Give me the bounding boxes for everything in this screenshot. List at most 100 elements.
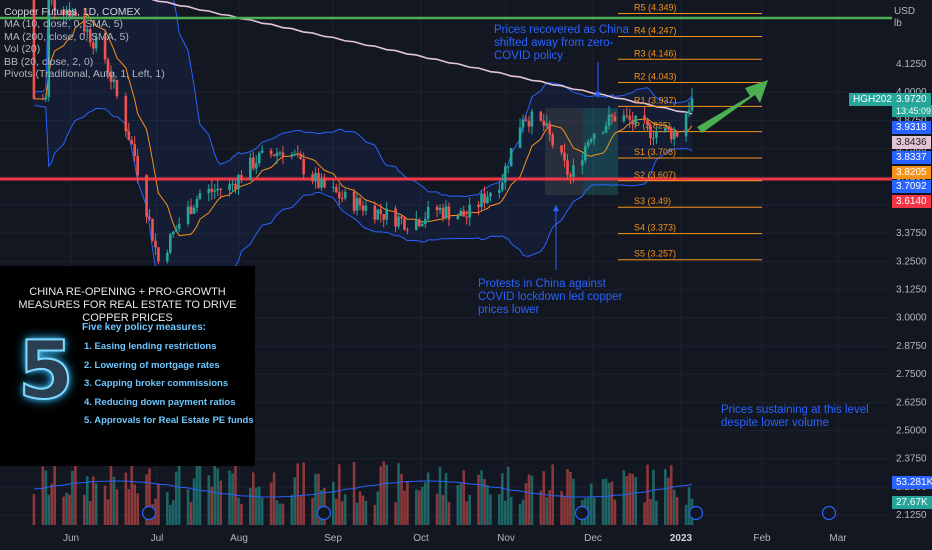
policy-item: 2. Lowering of mortgage rates bbox=[84, 359, 220, 371]
y-tick-label: 4.0000 bbox=[896, 87, 927, 98]
policy-list: 1. Easing lending restrictions 2. Loweri… bbox=[84, 338, 254, 431]
volume-bar bbox=[358, 491, 362, 525]
y-tick-label: 3.2500 bbox=[896, 256, 927, 267]
volume-bar bbox=[423, 482, 427, 525]
pivot-box-prior bbox=[545, 108, 583, 195]
candle-body bbox=[340, 198, 344, 200]
unit-label: lb bbox=[894, 18, 902, 29]
volume-bar bbox=[234, 461, 237, 525]
recovered-arrow-head bbox=[594, 91, 602, 98]
candle-body bbox=[130, 140, 134, 145]
candle-body bbox=[299, 154, 303, 160]
candle-body bbox=[88, 29, 92, 43]
volume-bar bbox=[601, 479, 605, 525]
candle-body bbox=[607, 114, 611, 126]
candle-body bbox=[444, 206, 448, 218]
volume-bar bbox=[634, 476, 637, 525]
volume-bar bbox=[133, 484, 137, 525]
candle-body bbox=[527, 120, 531, 127]
candle-body bbox=[91, 42, 95, 49]
candle-body bbox=[145, 175, 148, 217]
volume-bar bbox=[539, 490, 543, 525]
volume-bar bbox=[486, 485, 489, 525]
candle-body bbox=[260, 150, 264, 153]
candle-body bbox=[551, 134, 554, 146]
candle-body bbox=[317, 172, 320, 188]
event-marker-icon bbox=[821, 505, 837, 521]
volume-bar bbox=[545, 497, 549, 525]
pivot-label: R3 (4.146) bbox=[634, 48, 677, 58]
candle-body bbox=[420, 223, 424, 227]
candle-body bbox=[423, 218, 427, 224]
volume-bar bbox=[631, 473, 635, 525]
volume-bar bbox=[444, 472, 448, 525]
candle-body bbox=[622, 115, 626, 122]
volume-bar bbox=[47, 494, 51, 525]
indicator-legend: Copper Futures, 1D, COMEX MA (10, close,… bbox=[4, 6, 165, 80]
candle-body bbox=[240, 175, 243, 181]
candle-body bbox=[477, 204, 480, 208]
candle-body bbox=[106, 59, 110, 73]
volume-bar bbox=[171, 500, 175, 525]
volume-bar bbox=[551, 464, 554, 525]
volume-bar bbox=[420, 486, 424, 525]
candle-body bbox=[530, 111, 534, 127]
volume-tag-2: 27.67K bbox=[892, 496, 932, 509]
candle-body bbox=[41, 98, 45, 100]
candle-body bbox=[509, 148, 513, 167]
candle-body bbox=[506, 166, 510, 168]
volume-bar bbox=[231, 473, 234, 525]
volume-bar bbox=[127, 489, 131, 525]
volume-bar bbox=[317, 473, 320, 525]
candle-body bbox=[257, 152, 261, 164]
legend-bb: BB (20, close, 2, 0) bbox=[4, 55, 94, 68]
bb-upper-line bbox=[33, 0, 693, 197]
infobox-big-number: 5 bbox=[17, 323, 75, 418]
volume-bar bbox=[373, 504, 377, 525]
volume-bar bbox=[32, 494, 36, 525]
candle-body bbox=[649, 125, 652, 139]
volume-bar bbox=[145, 474, 148, 525]
volume-bar bbox=[340, 501, 344, 525]
volume-bar bbox=[415, 489, 418, 525]
candle-body bbox=[379, 209, 383, 214]
candle-body bbox=[465, 216, 469, 218]
volume-bar bbox=[355, 502, 359, 525]
volume-tag-1: 53.281K bbox=[892, 476, 932, 489]
symbol-tag: HGH2023 bbox=[849, 93, 902, 106]
candle-body bbox=[684, 114, 688, 137]
volume-bar bbox=[198, 465, 202, 525]
candle-body bbox=[486, 196, 489, 203]
volume-bar bbox=[62, 496, 65, 525]
volume-bar bbox=[447, 502, 451, 525]
legend-ma200: MA (200, close, 0, SMA, 5) bbox=[4, 30, 129, 43]
volume-bar bbox=[296, 463, 300, 525]
candle-body bbox=[655, 131, 658, 138]
candle-body bbox=[296, 153, 300, 155]
x-tick-label: Mar bbox=[829, 533, 847, 544]
volume-bar bbox=[649, 499, 652, 525]
pivot-label: S2 (3.607) bbox=[634, 170, 676, 180]
price-tag-2: 3.8436 bbox=[892, 136, 931, 149]
volume-bar bbox=[65, 492, 68, 525]
candle-body bbox=[358, 198, 362, 206]
candle-body bbox=[275, 152, 279, 157]
candle-body bbox=[489, 192, 492, 197]
bullish-arrow bbox=[697, 80, 768, 133]
volume-bar bbox=[195, 465, 199, 525]
volume-bar bbox=[604, 478, 608, 525]
volume-bar bbox=[379, 466, 383, 525]
event-marker-icon bbox=[688, 505, 704, 521]
candle-body bbox=[323, 178, 326, 188]
currency-unit: USD lb bbox=[894, 6, 915, 30]
volume-bar bbox=[506, 466, 510, 525]
x-tick-label: Sep bbox=[324, 533, 342, 544]
legend-ma10: MA (10, close, 0, SMA, 5) bbox=[4, 18, 124, 31]
volume-bar bbox=[332, 481, 335, 525]
candle-body bbox=[569, 174, 572, 177]
candle-body bbox=[237, 175, 240, 189]
candle-body bbox=[631, 119, 635, 125]
y-tick-label: 3.0000 bbox=[896, 313, 927, 324]
candle-body bbox=[521, 119, 525, 128]
